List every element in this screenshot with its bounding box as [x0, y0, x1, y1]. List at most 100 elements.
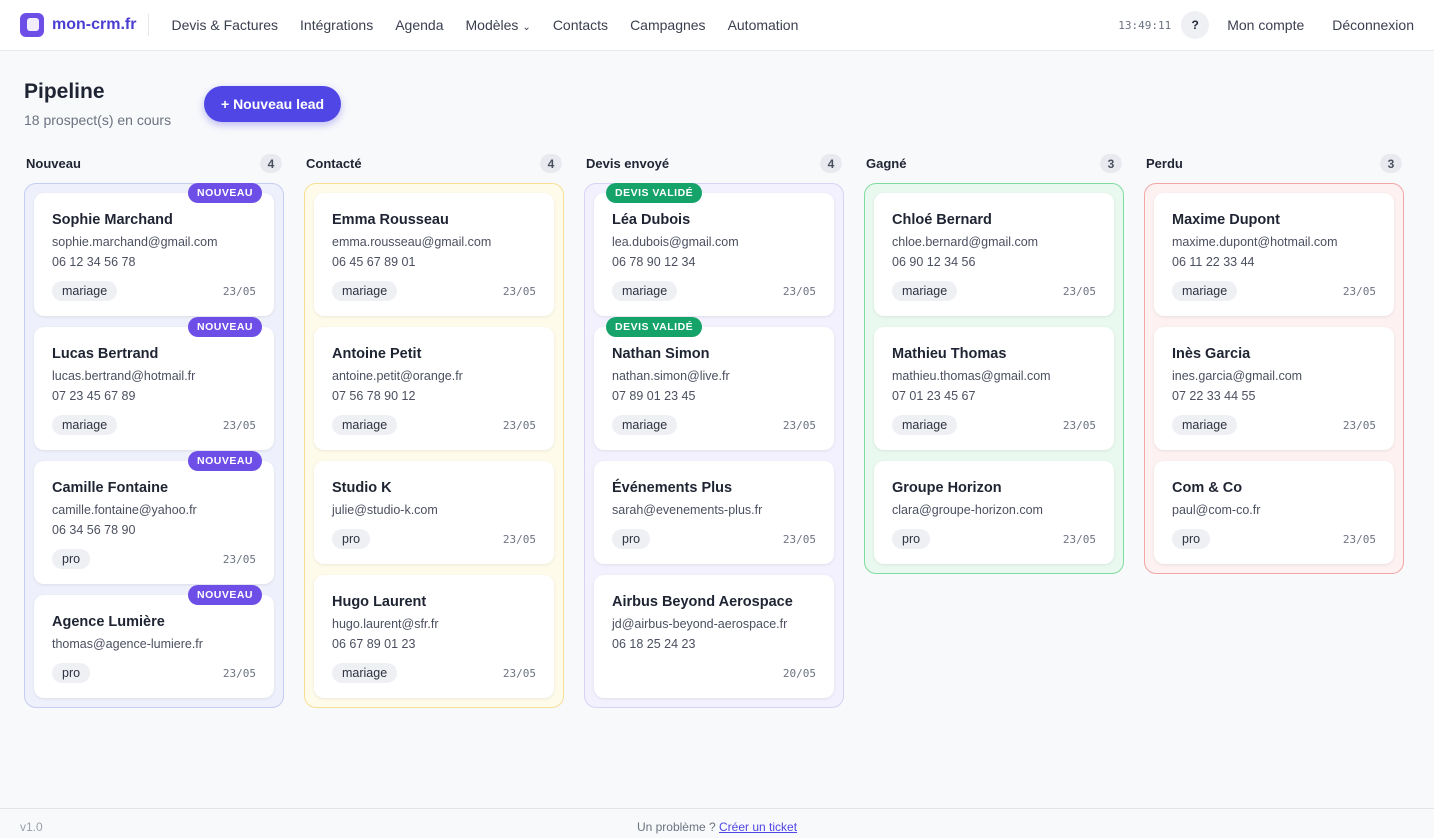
- help-button[interactable]: ?: [1181, 11, 1210, 39]
- column-body: NOUVEAU Sophie Marchand sophie.marchand@gm…: [24, 183, 284, 708]
- column-header: Perdu 3: [1144, 154, 1404, 173]
- lead-phone: 06 18 25 24 23: [612, 637, 696, 651]
- card-footer: 20/05: [612, 662, 816, 684]
- lead-date: 23/05: [1062, 284, 1096, 298]
- navbar: mon-crm.fr Devis & Factures Intégrations A…: [0, 0, 1434, 51]
- nav-link[interactable]: Automation: [727, 17, 799, 33]
- lead-card[interactable]: Événements Plus sarah@evenements-plus.fr p…: [594, 461, 834, 564]
- lead-card[interactable]: Com & Co paul@com-co.fr pro 23/05: [1154, 461, 1394, 564]
- column-header: Nouveau 4: [24, 154, 284, 173]
- lead-name: Nathan Simon: [612, 346, 710, 362]
- lead-card[interactable]: Studio K julie@studio-k.com pro 23/05: [314, 461, 554, 564]
- brand[interactable]: mon-crm.fr: [52, 14, 150, 36]
- lead-name: Événements Plus: [612, 480, 733, 496]
- lead-email: antoine.petit@orange.fr: [332, 369, 463, 383]
- logout-link[interactable]: Déconnexion: [1332, 17, 1414, 33]
- lead-email: paul@com-co.fr: [1172, 503, 1261, 517]
- lead-date: 23/05: [782, 418, 816, 432]
- lead-card[interactable]: Airbus Beyond Aerospace jd@airbus-beyond-…: [594, 575, 834, 698]
- lead-email: lucas.bertrand@hotmail.fr: [52, 369, 196, 383]
- lead-card[interactable]: DEVIS VALIDÉ Léa Dubois lea.dubois@gmail.c…: [594, 183, 834, 316]
- pipeline-column: Gagné 3 Chloé Bernard chloe.bernard@gmail.c…: [864, 154, 1124, 574]
- card-footer: mariage 23/05: [1172, 414, 1376, 436]
- column-title: Gagné: [866, 156, 907, 171]
- lead-email: camille.fontaine@yahoo.fr: [52, 503, 197, 517]
- lead-tag: mariage: [612, 281, 678, 301]
- lead-card[interactable]: Emma Rousseau emma.rousseau@gmail.com 06 4…: [314, 193, 554, 316]
- status-badge: NOUVEAU: [187, 451, 262, 471]
- lead-card[interactable]: Mathieu Thomas mathieu.thomas@gmail.com 07…: [874, 327, 1114, 450]
- account-link[interactable]: Mon compte: [1227, 17, 1305, 33]
- lead-card[interactable]: Antoine Petit antoine.petit@orange.fr 07 5…: [314, 327, 554, 450]
- nav-link[interactable]: Intégrations: [300, 17, 374, 33]
- pipeline-column: Nouveau 4 NOUVEAU Sophie Marchand sophie.mar…: [24, 154, 284, 708]
- lead-card[interactable]: DEVIS VALIDÉ Nathan Simon nathan.simon@liv…: [594, 317, 834, 450]
- lead-date: 23/05: [782, 284, 816, 298]
- column-title: Nouveau: [26, 156, 81, 171]
- card-footer: mariage 23/05: [52, 280, 256, 302]
- lead-phone: 06 90 12 34 56: [892, 255, 976, 269]
- lead-card[interactable]: NOUVEAU Camille Fontaine camille.fontaine@…: [34, 451, 274, 584]
- lead-card[interactable]: Hugo Laurent hugo.laurent@sfr.fr 06 67 89 …: [314, 575, 554, 698]
- lead-phone: 06 45 67 89 01: [332, 255, 416, 269]
- column-body: DEVIS VALIDÉ Léa Dubois lea.dubois@gmail.c…: [584, 183, 844, 708]
- lead-card[interactable]: Inès Garcia ines.garcia@gmail.com 07 22 33…: [1154, 327, 1394, 450]
- nav-link[interactable]: Agenda: [395, 17, 444, 33]
- lead-email: emma.rousseau@gmail.com: [332, 235, 492, 249]
- lead-name: Antoine Petit: [332, 346, 422, 362]
- lead-email: sarah@evenements-plus.fr: [612, 503, 763, 517]
- pipeline-column: Perdu 3 Maxime Dupont maxime.dupont@hotmail…: [1144, 154, 1404, 574]
- card-footer: mariage 23/05: [52, 414, 256, 436]
- status-badge: DEVIS VALIDÉ: [606, 183, 703, 203]
- page-title: Pipeline: [24, 80, 105, 103]
- lead-card[interactable]: Chloé Bernard chloe.bernard@gmail.com 06 9…: [874, 193, 1114, 316]
- card-footer: pro 23/05: [52, 548, 256, 570]
- lead-email: lea.dubois@gmail.com: [612, 235, 739, 249]
- nav-link[interactable]: Devis & Factures: [171, 17, 279, 33]
- lead-date: 23/05: [502, 532, 536, 546]
- ticket-link[interactable]: Créer un ticket: [719, 820, 798, 834]
- lead-tag: pro: [52, 663, 91, 683]
- lead-email: clara@groupe-horizon.com: [892, 503, 1043, 517]
- lead-tag: pro: [892, 529, 931, 549]
- clock: 13:49:11: [1118, 18, 1172, 32]
- column-header: Gagné 3: [864, 154, 1124, 173]
- lead-tag: mariage: [892, 281, 958, 301]
- column-count: 3: [1380, 154, 1402, 173]
- status-badge: NOUVEAU: [187, 585, 262, 605]
- lead-date: 23/05: [502, 418, 536, 432]
- lead-name: Sophie Marchand: [52, 212, 173, 228]
- lead-tag: pro: [1172, 529, 1211, 549]
- lead-name: Hugo Laurent: [332, 594, 427, 610]
- lead-date: 23/05: [222, 552, 256, 566]
- lead-name: Emma Rousseau: [332, 212, 449, 228]
- column-title: Perdu: [1146, 156, 1183, 171]
- lead-date: 23/05: [222, 666, 256, 680]
- lead-date: 23/05: [502, 284, 536, 298]
- lead-card[interactable]: NOUVEAU Sophie Marchand sophie.marchand@gm…: [34, 183, 274, 316]
- lead-card[interactable]: NOUVEAU Agence Lumière thomas@agence-lumie…: [34, 585, 274, 698]
- column-title: Contacté: [306, 156, 362, 171]
- logo[interactable]: [20, 13, 44, 37]
- lead-card[interactable]: NOUVEAU Lucas Bertrand lucas.bertrand@hotm…: [34, 317, 274, 450]
- page-subtitle: 18 prospect(s) en cours: [24, 112, 172, 128]
- lead-name: Maxime Dupont: [1172, 212, 1280, 228]
- pipeline-board: Nouveau 4 NOUVEAU Sophie Marchand sophie.mar…: [24, 154, 1404, 708]
- new-lead-button[interactable]: + Nouveau lead: [204, 86, 342, 122]
- lead-phone: 06 12 34 56 78: [52, 255, 136, 269]
- lead-email: hugo.laurent@sfr.fr: [332, 617, 439, 631]
- nav-link[interactable]: Campagnes: [630, 17, 706, 33]
- column-header: Contacté 4: [304, 154, 564, 173]
- lead-name: Agence Lumière: [52, 614, 165, 630]
- lead-card[interactable]: Groupe Horizon clara@groupe-horizon.com pr…: [874, 461, 1114, 564]
- nav-link[interactable]: Modèles ⌄: [465, 17, 531, 33]
- lead-date: 23/05: [1342, 532, 1376, 546]
- card-footer: pro 23/05: [332, 528, 536, 550]
- lead-card[interactable]: Maxime Dupont maxime.dupont@hotmail.com 06…: [1154, 193, 1394, 316]
- lead-phone: 07 89 01 23 45: [612, 389, 696, 403]
- pipeline-column: Contacté 4 Emma Rousseau emma.rousseau@gmai…: [304, 154, 564, 708]
- lead-email: sophie.marchand@gmail.com: [52, 235, 218, 249]
- nav-link[interactable]: Contacts: [552, 17, 609, 33]
- card-footer: pro 23/05: [612, 528, 816, 550]
